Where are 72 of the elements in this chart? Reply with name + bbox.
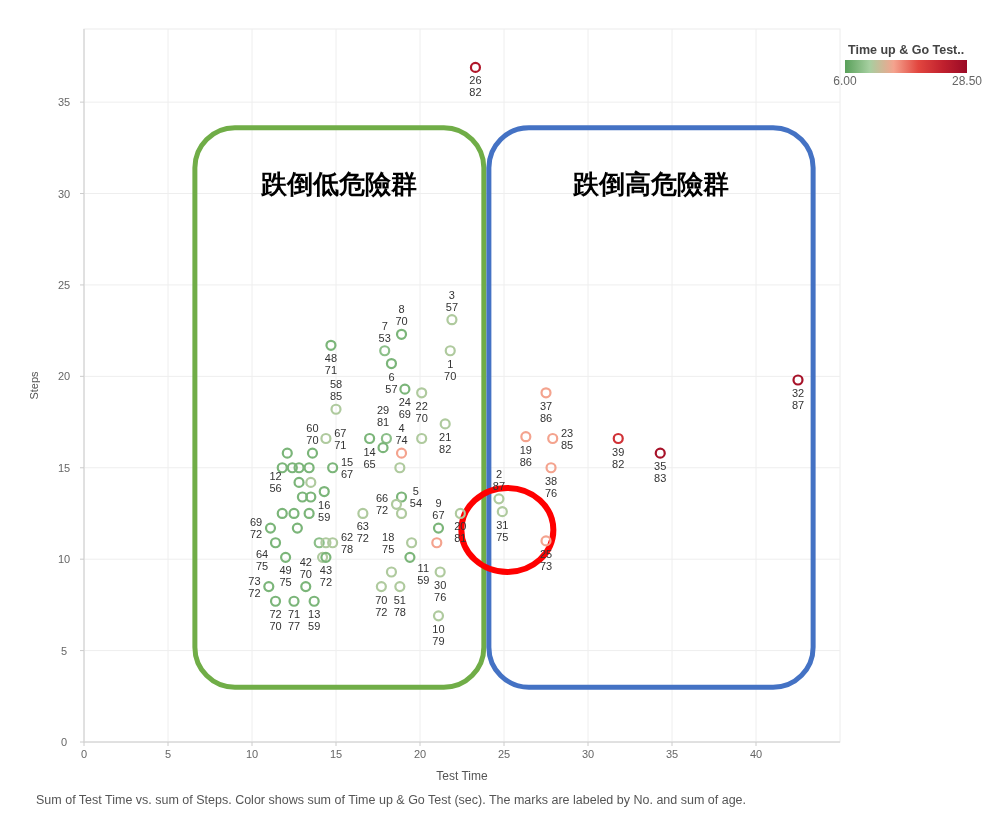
y-tick-label: 10 [57, 553, 71, 566]
data-label: 37 86 [539, 399, 553, 424]
y-tick-label: 20 [57, 370, 71, 383]
data-label: 16 59 [318, 498, 331, 523]
data-label: 29 81 [376, 403, 390, 428]
x-tick-label: 5 [164, 748, 172, 760]
data-label: 26 82 [469, 74, 482, 99]
data-label: 31 75 [496, 518, 509, 543]
data-label: 39 82 [612, 445, 625, 470]
x-tick-label: 40 [749, 748, 763, 760]
data-label: 30 76 [434, 578, 447, 603]
y-tick-label: 35 [57, 96, 71, 109]
data-label: 70 72 [375, 593, 388, 618]
data-label: 35 83 [654, 460, 667, 485]
x-tick-label: 25 [497, 748, 511, 760]
data-label: 24 69 [398, 396, 412, 421]
data-label: 14 65 [363, 445, 376, 470]
y-tick-label: 25 [57, 278, 71, 291]
data-label: 21 82 [439, 430, 452, 455]
data-label: 38 76 [544, 474, 558, 499]
x-tick-label: 0 [80, 748, 88, 760]
color-bar-label: 28.50 [951, 74, 983, 88]
data-label: 6 57 [385, 370, 398, 395]
data-label: 3 57 [445, 288, 459, 313]
y-tick-label: 30 [57, 187, 71, 200]
data-label: 69 72 [249, 516, 263, 541]
data-label: 73 72 [248, 574, 261, 599]
data-label: 72 70 [269, 608, 282, 633]
data-label: 42 70 [299, 555, 312, 580]
data-label: 60 70 [306, 422, 319, 447]
data-label: 49 75 [279, 564, 292, 589]
data-label: 10 79 [432, 622, 445, 647]
y-axis-title: Steps [28, 370, 40, 400]
data-label: 12 56 [269, 470, 282, 495]
x-tick-label: 10 [245, 748, 259, 760]
data-label: 4 74 [395, 422, 408, 447]
y-tick-label: 0 [60, 736, 68, 748]
data-label: 66 72 [375, 492, 389, 517]
x-tick-label: 15 [329, 748, 343, 760]
y-tick-label: 15 [57, 461, 71, 474]
data-label: 43 72 [319, 564, 333, 589]
data-label: 1 70 [444, 357, 457, 382]
x-tick-label: 35 [665, 748, 679, 760]
x-tick-label: 20 [413, 748, 427, 760]
data-label: 13 59 [308, 608, 321, 633]
data-label: 8 70 [395, 303, 408, 328]
annotation: 跌倒高危險群 [572, 169, 729, 200]
data-label: 71 77 [287, 608, 301, 633]
x-tick-label: 30 [581, 748, 595, 760]
x-axis-title: Test Time [436, 769, 488, 783]
text: Sum of Test Time vs. sum of Steps. Color shows sum of Time up & Go Test (sec). The marks are labeled by No. and sum of age. [36, 793, 748, 808]
data-label: 9 67 [432, 497, 445, 522]
y-tick-label: 5 [60, 644, 68, 657]
color-bar-label: 6.00 [833, 74, 857, 88]
data-label: 48 71 [324, 352, 338, 377]
data-label: 22 70 [415, 399, 428, 424]
data-label: 64 75 [255, 547, 269, 572]
data-label: 51 78 [393, 593, 406, 618]
data-label: 5 54 [409, 485, 423, 510]
data-label: 63 72 [356, 520, 370, 545]
data-label: 62 78 [340, 530, 354, 555]
data-label: 23 85 [560, 426, 574, 451]
data-label: 18 75 [382, 530, 395, 555]
annotation: 跌倒低危險群 [260, 169, 418, 200]
data-label: 19 86 [519, 443, 532, 468]
data-label: 15 67 [340, 455, 354, 480]
data-label: 7 53 [378, 319, 391, 344]
color-bar-title: Time up & Go Test.. [848, 43, 965, 57]
data-label: 58 85 [329, 378, 343, 403]
data-label: 67 71 [334, 426, 347, 451]
data-label: 11 59 [417, 562, 430, 587]
data-label: 32 87 [791, 387, 805, 412]
